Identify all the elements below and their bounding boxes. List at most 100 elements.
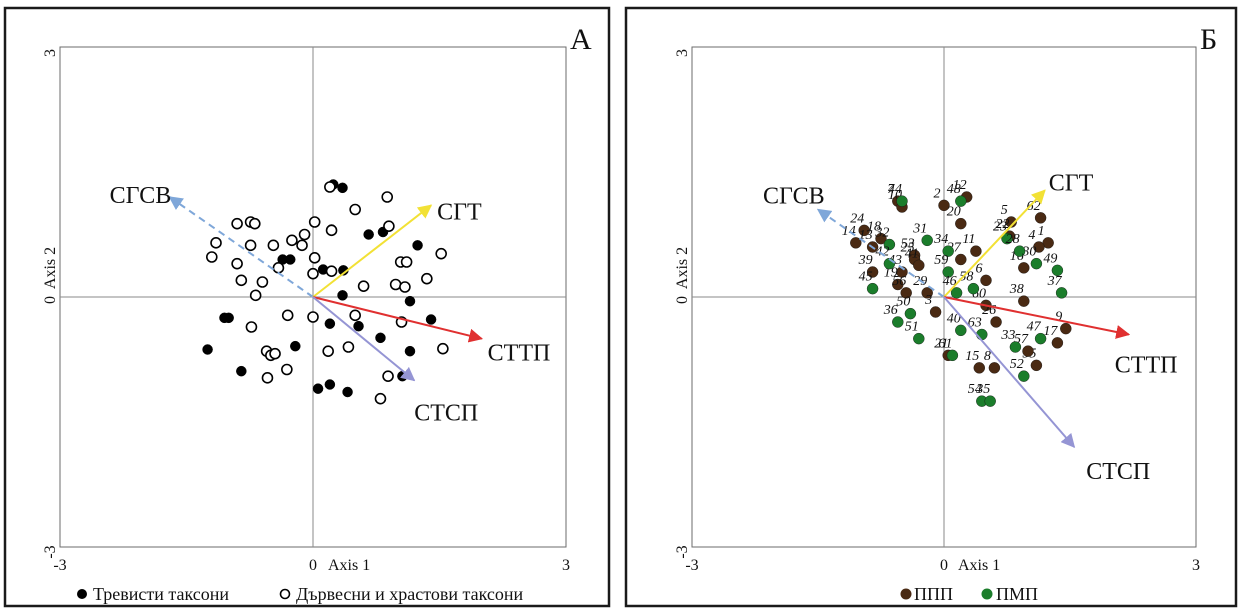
point-label-58: 58 — [959, 270, 973, 285]
point-label-45: 45 — [859, 270, 873, 285]
ppp-point-14 — [850, 237, 862, 249]
point-label-40: 40 — [947, 311, 961, 326]
point-label-19: 19 — [884, 266, 898, 281]
woody-point-20 — [325, 265, 338, 277]
woody-point-38 — [269, 347, 281, 360]
point-label-39: 39 — [858, 253, 873, 268]
herb-point-20 — [404, 345, 416, 357]
vector-label-1: СГТ — [1049, 170, 1094, 196]
ppp-point-55 — [1030, 359, 1043, 372]
point-label-50: 50 — [896, 295, 910, 310]
point-label-25: 25 — [901, 241, 915, 256]
herb-point-24 — [342, 386, 353, 398]
woody-point-11 — [210, 237, 222, 249]
point-label-47: 47 — [1027, 320, 1042, 335]
ppp-point-4 — [1033, 241, 1045, 253]
pmp-point-51 — [913, 332, 925, 345]
woody-point-7 — [383, 220, 395, 232]
ppp-point-9 — [1060, 322, 1072, 335]
panel-a-ytick-bottom: -3 — [42, 545, 59, 558]
legend-pmp-marker-icon — [981, 588, 993, 600]
ppp-point-26 — [990, 316, 1002, 328]
point-label-14: 14 — [842, 224, 856, 239]
vector-arrow-0 — [816, 208, 945, 298]
woody-point-43 — [261, 372, 274, 384]
legend-pmp-label: ПМП — [996, 584, 1038, 604]
ppp-point-27 — [955, 253, 967, 266]
point-label-32: 32 — [874, 226, 889, 241]
panel-b-ytick-top: 3 — [674, 49, 691, 57]
woody-point-0 — [324, 181, 336, 193]
ppp-point-5 — [1005, 216, 1017, 228]
panel-a-ytick-top: 3 — [42, 49, 59, 57]
pmp-point-45 — [866, 282, 879, 295]
woody-point-3 — [231, 217, 243, 230]
woody-point-9 — [286, 234, 298, 247]
ppp-point-17 — [1051, 337, 1064, 349]
woody-point-18 — [231, 257, 243, 270]
point-label-31: 31 — [912, 221, 927, 236]
vector-arrow-3 — [312, 296, 416, 382]
woody-point-24 — [235, 274, 248, 287]
woody-point-8 — [298, 228, 311, 241]
point-label-20: 20 — [947, 205, 961, 220]
panel-b-ylabel: Axis 2 — [674, 247, 691, 289]
woody-point-42 — [281, 363, 293, 376]
herb-point-13 — [223, 312, 234, 324]
ppp-point-11 — [970, 245, 982, 257]
point-label-33: 33 — [1000, 328, 1015, 343]
herb-point-19 — [290, 340, 301, 352]
woody-point-2 — [349, 203, 361, 216]
vector-arrow-3 — [943, 296, 1076, 449]
pmp-point-63 — [976, 328, 988, 341]
ppp-point-16 — [1018, 262, 1030, 274]
pmp-point-30 — [1030, 257, 1043, 270]
panel-b-xlabel: Axis 1 — [958, 557, 1000, 574]
vector-label-2: СТТП — [1115, 353, 1178, 379]
woody-point-28 — [389, 278, 402, 291]
herb-point-22 — [324, 379, 336, 390]
point-label-56: 56 — [892, 274, 906, 289]
ppp-point-62 — [1034, 212, 1047, 224]
point-label-7: 7 — [887, 182, 895, 197]
point-label-8: 8 — [984, 349, 991, 364]
point-label-9: 9 — [1055, 310, 1062, 325]
panel-b: Б 3 0 -3 Axis 2 -3 0 3 Axis 1 7102421220… — [624, 6, 1238, 608]
pmp-point-49 — [1051, 264, 1064, 277]
vector-arrow-0 — [168, 196, 314, 298]
woody-point-5 — [249, 217, 261, 230]
point-label-15: 15 — [965, 349, 979, 364]
woody-point-34 — [349, 309, 361, 322]
vector-arrow-2 — [312, 296, 484, 343]
point-label-46: 46 — [943, 274, 957, 289]
point-label-24: 24 — [850, 211, 864, 226]
woody-point-39 — [342, 341, 355, 353]
herb-point-15 — [425, 314, 437, 325]
point-label-17: 17 — [1043, 324, 1058, 339]
woody-point-19 — [307, 267, 319, 280]
legend-ppp-marker-icon — [900, 588, 912, 600]
legend-woody-label: Дървесни и храстови таксони — [296, 584, 524, 604]
panel-b-xtick-right: 3 — [1192, 557, 1200, 574]
vector-label-0: СГСВ — [763, 184, 825, 210]
legend-ppp-label: ППП — [914, 584, 953, 604]
point-label-34: 34 — [933, 232, 948, 247]
point-label-12: 12 — [953, 178, 967, 193]
pmp-point-33 — [1009, 341, 1022, 353]
ppp-point-6 — [980, 274, 992, 287]
woody-point-45 — [374, 392, 387, 405]
herb-point-3 — [284, 254, 296, 265]
point-label-51: 51 — [905, 320, 919, 335]
point-label-37: 37 — [1047, 274, 1063, 289]
panel-b-legend: ППП ПМП — [900, 584, 1038, 604]
point-label-61: 61 — [938, 336, 952, 351]
panel-a-ytick-mid: 0 — [42, 296, 59, 304]
point-label-5: 5 — [1001, 203, 1008, 218]
pmp-point-61 — [946, 349, 959, 362]
legend-filled-marker-icon — [77, 589, 87, 599]
pmp-point-36 — [892, 316, 904, 328]
vector-label-0: СГСВ — [110, 183, 172, 209]
pmp-point-31 — [921, 234, 933, 247]
woody-point-10 — [325, 224, 338, 237]
